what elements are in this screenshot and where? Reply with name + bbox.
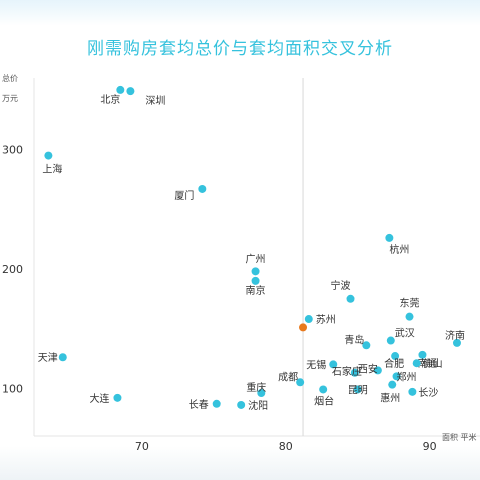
data-point bbox=[412, 359, 421, 368]
x-axis-label: 面积 平米 bbox=[442, 432, 477, 442]
top-band bbox=[0, 0, 480, 26]
point-label: 长春 bbox=[189, 399, 209, 411]
data-point bbox=[388, 380, 397, 389]
point-label: 杭州 bbox=[389, 243, 409, 256]
point-label: 惠州 bbox=[380, 392, 400, 405]
y-tick-label: 300 bbox=[2, 144, 23, 157]
y-tick-label: 200 bbox=[2, 263, 23, 276]
point-label: 天津 bbox=[38, 352, 58, 364]
x-tick-label: 90 bbox=[423, 440, 437, 453]
data-point bbox=[304, 315, 313, 324]
highlight-point bbox=[299, 323, 308, 332]
y-axis-unit: 万元 bbox=[2, 94, 18, 103]
data-point bbox=[257, 389, 266, 398]
point-label: 上海 bbox=[42, 163, 62, 176]
point-label: 无锡 bbox=[306, 358, 326, 371]
data-point bbox=[296, 378, 305, 387]
data-point bbox=[405, 312, 414, 321]
point-label: 石家庄 bbox=[332, 365, 362, 378]
point-label: 郑州 bbox=[397, 370, 417, 383]
point-label: 重庆 bbox=[246, 381, 266, 394]
data-point bbox=[386, 336, 395, 345]
point-label: 西安 bbox=[358, 362, 378, 375]
data-point bbox=[350, 368, 359, 377]
x-tick-label: 70 bbox=[135, 440, 149, 453]
point-label: 昆明 bbox=[348, 384, 368, 396]
data-point bbox=[408, 387, 417, 396]
point-label: 烟台 bbox=[314, 394, 334, 407]
y-tick-label: 100 bbox=[2, 382, 23, 395]
data-point bbox=[113, 393, 122, 402]
point-label: 合肥 bbox=[384, 357, 404, 370]
point-label: 东莞 bbox=[400, 297, 420, 310]
data-point bbox=[319, 385, 328, 394]
data-point bbox=[251, 267, 260, 276]
point-label: 南通 bbox=[417, 357, 437, 370]
point-label: 青岛 bbox=[344, 333, 364, 346]
data-point bbox=[126, 87, 135, 96]
data-point bbox=[418, 350, 427, 359]
data-point bbox=[212, 399, 221, 408]
y-axis-label: 总价 bbox=[2, 73, 18, 83]
data-point bbox=[198, 184, 207, 193]
point-label: 南京 bbox=[246, 284, 266, 297]
point-label: 北京 bbox=[100, 93, 120, 106]
data-point bbox=[452, 338, 461, 347]
point-label: 济南 bbox=[445, 329, 465, 342]
data-point bbox=[329, 360, 338, 369]
bottom-band bbox=[0, 446, 480, 480]
data-point bbox=[392, 372, 401, 381]
point-label: 深圳 bbox=[145, 95, 165, 107]
point-label: 武汉 bbox=[395, 327, 415, 340]
data-point bbox=[373, 366, 382, 375]
data-point bbox=[237, 400, 246, 409]
data-point bbox=[44, 151, 53, 160]
x-tick-label: 80 bbox=[279, 440, 293, 453]
data-point bbox=[353, 385, 362, 394]
data-point bbox=[362, 341, 371, 350]
point-label: 成都 bbox=[278, 371, 298, 383]
data-point bbox=[385, 233, 394, 242]
point-label: 宁波 bbox=[331, 279, 351, 292]
data-point bbox=[116, 85, 125, 94]
data-point bbox=[58, 353, 67, 362]
data-point bbox=[346, 294, 355, 303]
data-point bbox=[391, 352, 400, 361]
point-label: 广州 bbox=[246, 253, 266, 265]
chart-title: 刚需购房套均总价与套均面积交叉分析 bbox=[87, 39, 393, 59]
point-label: 苏州 bbox=[316, 313, 336, 326]
point-label: 厦门 bbox=[174, 189, 194, 202]
point-label: 大连 bbox=[89, 392, 109, 405]
data-point bbox=[251, 276, 260, 285]
point-label: 佛山 bbox=[423, 357, 443, 370]
point-label: 长沙 bbox=[418, 387, 438, 399]
point-label: 沈阳 bbox=[248, 399, 268, 412]
